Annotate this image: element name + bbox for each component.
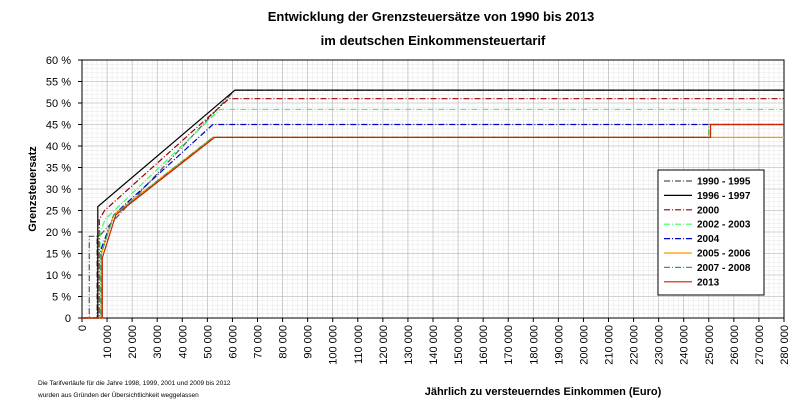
legend: 1990 - 1995 1996 - 1997 2000 2002 - 2003 200… [657,169,765,296]
x-axis-ticks: 0 10 000 20 000 30 000 40 000 50 000 60 000 70 … [77,318,791,365]
x-tick-label: 230 000 [654,325,666,365]
major-gridlines [81,59,785,319]
y-axis-title: Grenzsteuersatz [27,146,39,232]
legend-label: 1996 - 1997 [697,191,751,202]
x-tick-label: 80 000 [278,325,290,359]
y-tick-label: 10 % [46,270,71,282]
y-tick-label: 55 % [46,77,71,89]
y-tick-label: 0 [65,313,71,325]
x-tick-label: 100 000 [328,325,340,365]
x-tick-label: 190 000 [553,325,565,365]
chart-title: Entwicklung der Grenzsteuersätze von 199… [268,9,595,24]
legend-label: 2000 [697,205,720,216]
legend-box [657,169,765,296]
footnote-line-1: Die Tarifverläufe für die Jahre 1998, 19… [38,380,231,387]
x-tick-label: 70 000 [253,325,265,359]
x-axis-title: Jährlich zu versteuerndes Einkommen (Eur… [425,386,662,398]
y-tick-label: 60 % [46,55,71,67]
y-axis-ticks: 0 5 % 10 % 15 % 20 % 25 % 30 % 35 % 40 % 45 % 50 %… [46,55,82,325]
legend-label: 2004 [697,234,720,245]
legend-label: 2005 - 2006 [697,249,751,260]
y-tick-label: 15 % [46,249,71,261]
y-tick-label: 20 % [46,227,71,239]
x-tick-label: 170 000 [503,325,515,365]
x-tick-label: 130 000 [403,325,415,365]
y-tick-label: 40 % [46,141,71,153]
x-tick-label: 50 000 [202,325,214,359]
y-tick-label: 35 % [46,163,71,175]
x-tick-label: 280 000 [779,325,791,365]
x-tick-label: 90 000 [303,325,315,359]
x-tick-label: 260 000 [729,325,741,365]
footnote-line-2: wurden aus Gründen der Übersichtlichkeit… [37,391,199,399]
legend-label: 2013 [697,277,720,288]
series-line-2013 [82,123,784,319]
x-tick-label: 40 000 [177,325,189,359]
x-tick-label: 180 000 [528,325,540,365]
legend-label: 2007 - 2008 [697,263,751,274]
y-tick-label: 5 % [52,292,71,304]
x-tick-label: 110 000 [353,325,365,364]
x-tick-label: 140 000 [428,325,440,365]
x-tick-label: 150 000 [453,325,465,365]
legend-label: 2002 - 2003 [697,220,751,231]
series-layer [82,89,784,319]
x-tick-label: 160 000 [478,325,490,365]
series-line-2007-2008 [82,123,784,319]
y-tick-label: 50 % [46,98,71,110]
chart-subtitle: im deutschen Einkommensteuertarif [321,33,546,48]
y-tick-label: 30 % [46,184,71,196]
x-tick-label: 200 000 [578,325,590,365]
x-tick-label: 270 000 [754,325,766,365]
x-tick-label: 30 000 [152,325,164,359]
x-tick-label: 210 000 [604,325,616,365]
x-tick-label: 0 [77,325,89,331]
x-tick-label: 20 000 [127,325,139,359]
y-tick-label: 25 % [46,206,71,218]
x-tick-label: 220 000 [629,325,641,365]
x-tick-label: 10 000 [102,325,114,359]
y-tick-label: 45 % [46,120,71,132]
x-tick-label: 240 000 [679,325,691,365]
x-tick-label: 120 000 [378,325,390,365]
x-tick-label: 60 000 [227,325,239,359]
legend-label: 1990 - 1995 [697,177,751,188]
x-tick-label: 250 000 [704,325,716,365]
